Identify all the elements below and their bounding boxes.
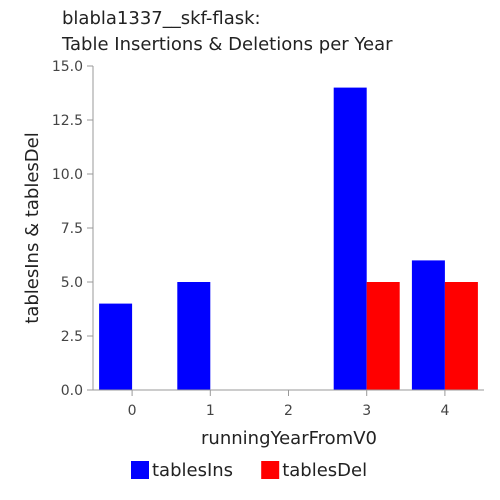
x-tick-label: 0: [128, 403, 137, 419]
legend: tablesIns tablesDel: [131, 460, 367, 481]
x-axis-label: runningYearFromV0: [201, 428, 377, 449]
y-axis: 0.0 2.5 5.0 7.5 10.0 12.5 15.0: [52, 59, 94, 399]
bar-tablesIns-1: [177, 282, 211, 390]
y-tick-label: 0.0: [61, 383, 83, 399]
x-tick-label: 4: [440, 403, 449, 419]
legend-swatch-tablesIns: [131, 461, 149, 479]
bar-tablesDel-3: [366, 282, 400, 390]
y-tick-label: 12.5: [52, 113, 83, 129]
x-tick-label: 3: [362, 403, 371, 419]
chart-title-line-1: blabla1337__skf-flask:: [62, 8, 261, 29]
bar-tablesIns-4: [411, 260, 445, 390]
x-axis: 0 1 2 3 4: [93, 389, 484, 419]
y-tick-label: 10.0: [52, 167, 83, 183]
bars-group: [99, 87, 478, 390]
legend-label-tablesIns: tablesIns: [152, 460, 233, 481]
bar-tablesIns-3: [333, 87, 367, 390]
legend-label-tablesDel: tablesDel: [282, 460, 367, 481]
legend-swatch-tablesDel: [261, 461, 280, 479]
y-tick-label: 7.5: [61, 221, 83, 237]
y-tick-label: 5.0: [61, 275, 83, 291]
bar-tablesIns-0: [99, 303, 133, 390]
x-tick-label: 1: [206, 403, 215, 419]
y-tick-label: 15.0: [52, 59, 83, 75]
chart-title-line-2: Table Insertions & Deletions per Year: [61, 34, 393, 55]
bar-tablesDel-4: [444, 282, 478, 390]
x-tick-label: 2: [284, 403, 293, 419]
y-tick-label: 2.5: [61, 329, 83, 345]
y-axis-label: tablesIns & tablesDel: [22, 132, 43, 323]
